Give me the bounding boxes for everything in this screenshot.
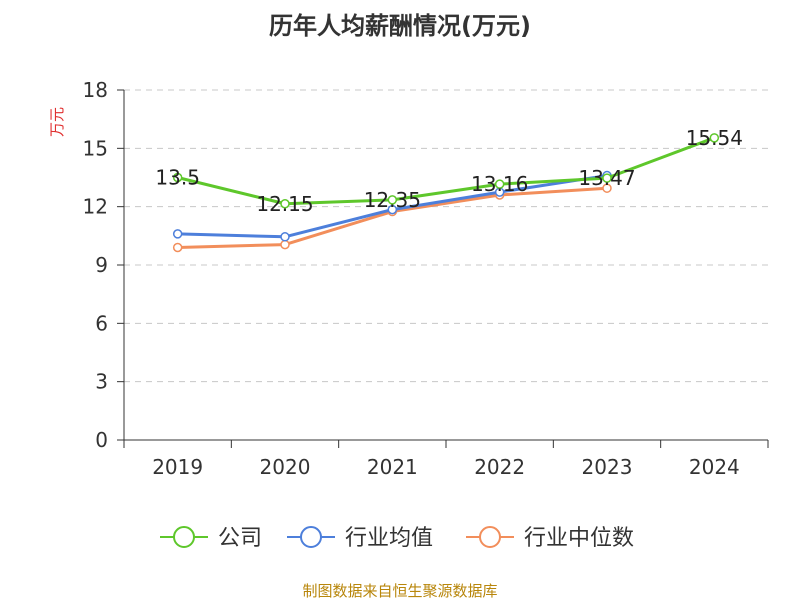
data-point	[280, 239, 290, 250]
data-label: 13.47	[578, 166, 635, 190]
data-label: 12.35	[364, 188, 421, 212]
legend-label: 行业均值	[345, 526, 433, 551]
source-note: 制图数据来自恒生聚源数据库	[302, 582, 498, 600]
data-label: 15.54	[686, 126, 743, 150]
legend: 公司 行业均值 行业中位数	[160, 526, 634, 551]
data-point	[280, 199, 290, 209]
x-tick-label: 2020	[260, 455, 311, 479]
x-tick-label: 2024	[689, 455, 740, 479]
y-tick-label: 6	[95, 311, 108, 335]
legend-label: 行业中位数	[524, 526, 634, 551]
series-lines	[172, 133, 720, 253]
x-tick-label: 2021	[367, 455, 418, 479]
legend-item: 行业中位数	[466, 526, 634, 551]
y-tick-label: 0	[95, 428, 108, 452]
chart-title: 历年人均薪酬情况(万元)	[269, 12, 531, 40]
legend-marker	[300, 526, 322, 548]
legend-marker	[173, 526, 195, 548]
data-label: 12.15	[256, 192, 313, 216]
legend-marker	[479, 526, 501, 548]
data-point	[602, 173, 612, 183]
grid	[124, 89, 768, 383]
data-point	[280, 232, 290, 242]
y-tick-label: 18	[83, 78, 108, 102]
data-point	[172, 229, 183, 239]
legend-label: 公司	[218, 526, 262, 551]
data-label: 13.5	[155, 166, 200, 190]
data-point	[494, 179, 505, 189]
axes: 0 3 6 9 12 15 18 2019 2020 2021 2022 2023 2024	[83, 78, 769, 479]
y-tick-label: 9	[95, 253, 108, 277]
data-label: 13.16	[471, 172, 528, 196]
series-line	[177, 136, 715, 206]
data-point	[602, 183, 612, 193]
data-point	[709, 133, 720, 143]
x-tick-label: 2022	[474, 455, 525, 479]
data-labels: 13.5 12.15 12.35 13.16 13.47 15.54	[155, 126, 743, 216]
legend-item: 公司	[160, 526, 262, 551]
legend-item: 行业均值	[287, 526, 433, 551]
y-tick-label: 12	[83, 195, 108, 219]
y-tick-label: 3	[95, 370, 108, 394]
data-point	[172, 172, 183, 183]
data-point	[387, 195, 398, 205]
x-tick-label: 2019	[152, 455, 203, 479]
y-axis-label: 万元	[48, 107, 66, 137]
data-point	[387, 204, 398, 215]
x-tick-label: 2023	[582, 455, 633, 479]
data-point	[172, 242, 183, 253]
y-tick-label: 15	[83, 136, 108, 160]
